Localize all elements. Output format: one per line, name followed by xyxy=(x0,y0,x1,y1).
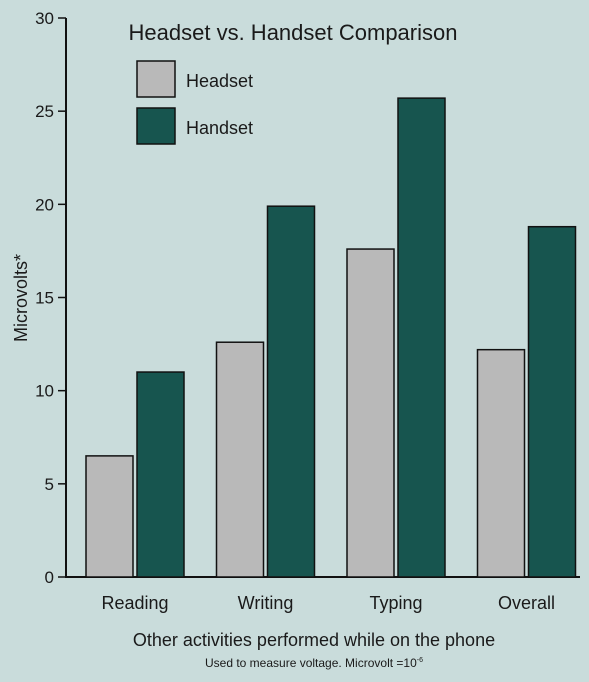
footnote-text: Used to measure voltage. Microvolt =10 xyxy=(205,656,417,670)
x-axis-label: Other activities performed while on the … xyxy=(133,630,495,650)
y-tick-label: 25 xyxy=(35,102,54,121)
legend-swatch-headset xyxy=(136,60,176,98)
x-tick-label: Overall xyxy=(498,593,555,613)
bar-handset-overall xyxy=(527,225,577,578)
y-tick-label: 5 xyxy=(45,475,54,494)
y-axis-label: Microvolts* xyxy=(11,254,31,342)
legend-label-handset: Handset xyxy=(186,118,253,138)
bar-handset-writing xyxy=(266,205,316,578)
y-tick-label: 30 xyxy=(35,9,54,28)
bars xyxy=(85,97,577,578)
bar-headset-writing xyxy=(215,341,265,578)
y-tick-label: 10 xyxy=(35,382,54,401)
bar-handset-typing xyxy=(397,97,446,578)
footnote: Used to measure voltage. Microvolt =10-6 xyxy=(205,656,423,670)
bar-headset-reading xyxy=(85,455,134,578)
y-ticks: 0 5 10 15 20 25 30 xyxy=(35,9,66,587)
legend-label-headset: Headset xyxy=(186,71,253,91)
y-tick-label: 20 xyxy=(35,195,54,214)
footnote-exponent: -6 xyxy=(417,657,423,664)
x-tick-label: Reading xyxy=(101,593,168,613)
x-tick-label: Typing xyxy=(369,593,422,613)
bar-headset-overall xyxy=(476,348,526,578)
y-tick-label: 15 xyxy=(35,289,54,308)
y-tick-label: 0 xyxy=(45,568,54,587)
bar-handset-reading xyxy=(136,371,185,578)
x-tick-label: Writing xyxy=(238,593,294,613)
legend-swatch-handset xyxy=(136,107,176,145)
legend: Headset Handset xyxy=(136,60,253,145)
chart-title: Headset vs. Handset Comparison xyxy=(129,20,458,45)
bar-headset-typing xyxy=(346,248,395,578)
x-ticks: Reading Writing Typing Overall xyxy=(101,593,555,613)
